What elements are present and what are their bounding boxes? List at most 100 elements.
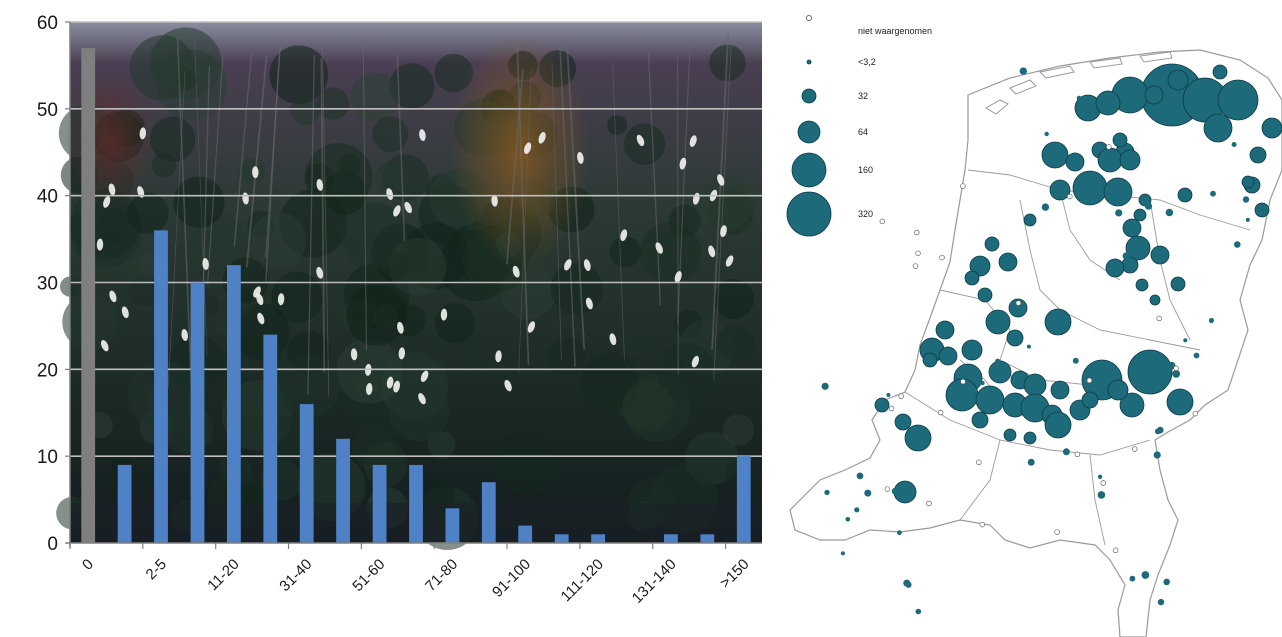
map-dot: [1072, 357, 1079, 364]
bar: [263, 334, 278, 543]
map-marker: [961, 339, 983, 361]
map-marker: [984, 236, 1000, 252]
map-marker: [975, 385, 1005, 415]
map-dot: [891, 487, 899, 495]
map-marker: [1217, 79, 1259, 121]
map-open-circle: [1054, 529, 1060, 535]
map-marker: [985, 309, 1011, 335]
map-open-circle: [879, 218, 886, 225]
map-marker: [1167, 69, 1189, 91]
map-open-circle: [898, 393, 904, 399]
map-dot: [1097, 491, 1106, 499]
map-marker: [922, 352, 938, 368]
bar: [481, 482, 496, 543]
map-open-circle: [926, 500, 932, 507]
map-open-circle: [1074, 451, 1081, 458]
map-marker: [1119, 149, 1141, 171]
map-dot: [1231, 142, 1237, 147]
map-marker: [1097, 147, 1123, 173]
map-open-circle: [914, 229, 920, 236]
bar: [117, 464, 132, 543]
province-border: [1089, 454, 1106, 546]
map-open-circle: [1156, 315, 1162, 322]
map-dot: [1234, 241, 1241, 248]
map-dot: [1242, 196, 1250, 203]
map-marker: [894, 413, 912, 431]
map-marker: [1105, 258, 1125, 278]
map-marker: [998, 252, 1018, 272]
legend-label: <3,2: [858, 57, 876, 67]
map-open-circle: [915, 250, 921, 257]
map-marker: [969, 255, 991, 277]
y-tick-label: 30: [37, 274, 58, 295]
map-open-circle: [1131, 446, 1138, 452]
map-dot: [1129, 575, 1136, 582]
island-outline: [985, 99, 1009, 115]
map-dot: [1122, 252, 1131, 260]
map-open-circle: [1100, 480, 1107, 486]
map-dot: [886, 393, 891, 397]
province-border: [959, 439, 1001, 521]
y-tick-label: 20: [37, 360, 58, 381]
map-open-circle: [939, 254, 945, 261]
map-open-circle: [960, 183, 966, 189]
map-dot: [1062, 448, 1070, 456]
map-dot: [1141, 571, 1150, 579]
bar: [700, 534, 715, 543]
map-marker: [988, 360, 1012, 384]
island-outline: [1038, 65, 1075, 79]
map-marker: [1249, 146, 1267, 164]
map-dot: [1181, 390, 1188, 397]
map-markers: [821, 63, 1282, 615]
map-marker: [1254, 202, 1270, 218]
map-dot: [1131, 410, 1137, 415]
map-marker: [1135, 278, 1149, 292]
map-marker: [1044, 308, 1072, 336]
map-open-circle: [1173, 365, 1179, 372]
province-border: [1059, 189, 1121, 281]
map-open-circle: [1015, 300, 1022, 306]
map-dot: [1154, 428, 1161, 435]
map-dot: [1210, 190, 1216, 197]
legend-symbol: [791, 152, 827, 188]
legend-label: 32: [858, 91, 868, 101]
map-dot: [1157, 598, 1165, 606]
y-tick-label: 10: [37, 447, 58, 468]
map-marker: [1144, 85, 1164, 105]
map-marker: [1261, 117, 1282, 139]
map-marker: [1081, 391, 1099, 409]
map-marker: [977, 287, 993, 303]
legend-symbol: [806, 14, 813, 21]
map-open-circle: [1067, 193, 1073, 200]
bar: [227, 265, 241, 543]
island-outline: [1009, 79, 1037, 95]
map-dot: [1027, 458, 1035, 466]
legend-symbol: [801, 88, 817, 104]
province-border: [1149, 199, 1191, 341]
map-dot: [897, 530, 902, 536]
map-dot: [840, 551, 846, 556]
y-tick-labels: 0 10 20 30 40 50 60: [37, 13, 58, 555]
legend-label: 320: [858, 209, 873, 219]
map-marker: [1119, 392, 1145, 418]
map-open-circle: [912, 263, 919, 269]
map-marker: [971, 411, 989, 429]
bar: [445, 508, 460, 543]
island-outline: [1139, 51, 1173, 63]
map-dot: [854, 507, 860, 513]
map-dot: [1044, 131, 1049, 137]
gridlines: [70, 21, 762, 457]
map-marker: [1127, 349, 1173, 395]
map-open-circle: [937, 409, 944, 416]
map-marker: [1049, 179, 1071, 201]
map-marker: [1072, 170, 1108, 206]
map-open-circle: [1192, 410, 1199, 417]
bar: [518, 525, 533, 543]
map-marker: [1121, 256, 1139, 274]
map-open-circle: [888, 405, 895, 412]
map-dot: [1019, 67, 1027, 75]
legend-symbol: [806, 59, 812, 65]
bar: [372, 464, 387, 543]
bars: [81, 48, 751, 543]
